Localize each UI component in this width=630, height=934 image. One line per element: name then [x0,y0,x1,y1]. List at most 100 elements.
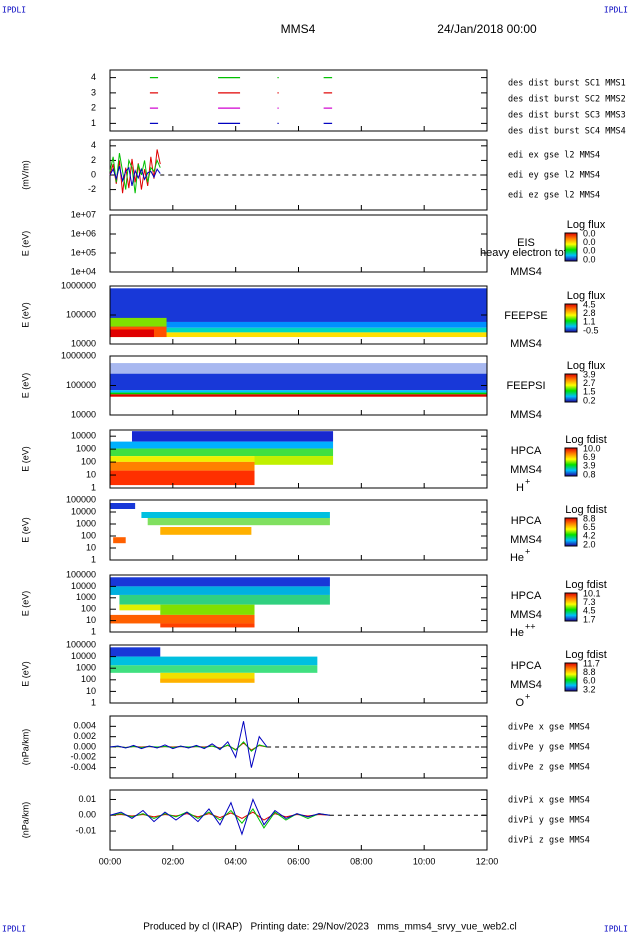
spectrogram-texture [119,594,330,605]
colorbar-tick-label: 10.0 [583,443,601,453]
y-tick-label: 1000 [76,592,96,602]
x-tick-label: 02:00 [162,856,185,866]
footer: Produced by cl (IRAP) Printing date: 29/… [143,922,517,933]
y-tick-label: 1e+07 [71,209,96,219]
y-tick-label: -0.002 [70,752,96,762]
colorbar-title: Log flux [567,290,606,302]
y-tick-label: 10 [86,469,96,479]
instrument-label: EIS [517,237,535,249]
spectrogram-texture [160,678,255,683]
y-tick-label: 100 [81,456,96,466]
colorbar [564,517,578,547]
corner-label: IPDLI [604,925,628,934]
spectrogram-texture [110,394,487,397]
data-line [109,721,268,768]
y-tick-label: 100 [81,530,96,540]
legend-entry: des dist burst SC4 MMS4 [508,127,626,137]
panel-frame [109,69,488,132]
species-charge: + [525,476,530,486]
y-tick-label: 10 [86,542,96,552]
y-axis-label: (nPa/km) [20,729,30,766]
colorbar-title: Log fdist [565,649,607,661]
data-line [109,798,330,836]
spectrogram-texture [110,586,330,595]
legend-entry: edi ey gse l2 MMS4 [508,171,600,181]
spacecraft-label: MMS4 [510,609,542,621]
legend-entry: divPe x gse MMS4 [508,723,590,733]
spectrogram-texture [160,604,255,615]
legend-entry: des dist burst SC1 MMS1 [508,79,626,89]
y-tick-label: -2 [88,184,96,194]
y-tick-label: -0.004 [70,762,96,772]
spacecraft-label: MMS4 [510,266,542,278]
spectrogram-texture [110,329,154,338]
x-tick-label: 00:00 [99,856,122,866]
legend-entry: des dist burst SC2 MMS2 [508,95,626,105]
spectrogram-texture [110,647,161,657]
colorbar-title: Log fdist [565,504,607,516]
colorbar [564,447,578,477]
y-tick-label: 10000 [71,651,96,661]
y-axis-label: E (eV) [20,446,30,472]
x-tick-label: 08:00 [350,856,373,866]
spectrogram-texture [110,332,487,338]
y-tick-label: 1e+06 [71,228,96,238]
colorbar-tick-label: 2.0 [583,539,596,549]
legend-entry: divPi z gse MMS4 [508,836,590,846]
colorbar [564,592,578,622]
spacecraft-label: MMS4 [510,679,542,691]
species-label: He [510,627,524,639]
corner-label: IPDLI [604,6,628,15]
colorbar-tick-label: 3.9 [583,461,596,471]
y-tick-label: 1000000 [61,280,96,290]
species-charge: ++ [525,621,536,631]
y-tick-label: 1 [91,118,96,128]
y-tick-label: 0 [91,169,96,179]
y-axis-label: E (eV) [20,302,30,328]
colorbar-tick-label: 0.0 [583,254,596,264]
species-charge: + [525,691,530,701]
colorbar-tick-label: 0.8 [583,469,596,479]
legend-entry: divPe z gse MMS4 [508,763,590,773]
colorbar-tick-label: 4.5 [583,299,596,309]
spectrogram-texture [110,363,487,374]
instrument-label: FEEPSI [506,380,545,392]
spectrogram-texture [110,392,487,395]
x-tick-label: 06:00 [287,856,310,866]
instrument-label: HPCA [511,660,542,672]
data-line [109,149,161,194]
spectrogram-texture [110,390,487,393]
spacecraft-title: MMS4 [281,22,316,36]
corner-label: IPDLI [2,925,26,934]
y-tick-label: 1000 [76,444,96,454]
data-line [109,153,161,194]
instrument-description: heavy electron tof [480,247,568,259]
spectrogram-texture [110,441,334,449]
legend-entry: divPe y gse MMS4 [508,743,590,753]
y-tick-label: -0.01 [75,825,96,835]
y-tick-label: 4 [91,72,96,82]
y-tick-label: 0.01 [78,794,96,804]
spacecraft-label: MMS4 [510,338,542,350]
colorbar-tick-label: 1.7 [583,614,596,624]
colorbar-tick-label: 0.0 [583,237,596,247]
colorbar-tick-label: -0.5 [583,325,599,335]
spectrogram-texture [110,448,334,457]
colorbar-tick-label: 0.2 [583,395,596,405]
spectrogram-texture [160,672,255,683]
instrument-label: HPCA [511,445,542,457]
y-tick-label: 10 [86,615,96,625]
spectrogram-texture [141,512,330,518]
y-tick-label: 10000 [71,431,96,441]
spectrogram-texture [110,665,318,673]
y-axis-label: E (eV) [20,591,30,617]
colorbar-tick-label: 8.8 [583,513,596,523]
y-tick-label: 100000 [66,494,96,504]
colorbar-tick-label: 0.0 [583,228,596,238]
y-tick-label: 100000 [66,639,96,649]
spectrogram-texture [119,604,161,611]
y-tick-label: 1e+04 [71,266,96,276]
y-axis-label: E (eV) [20,661,30,687]
colorbar [564,232,578,262]
y-axis-label: E (eV) [20,231,30,257]
